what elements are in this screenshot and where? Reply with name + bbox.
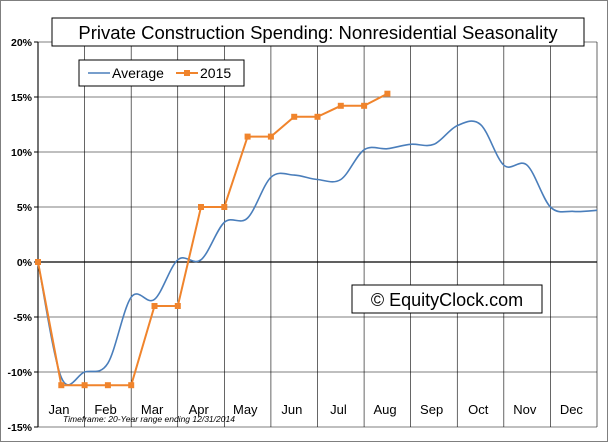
series-line-average: [37, 120, 598, 386]
data-point-2015: [81, 382, 88, 389]
y-tick-label: 5%: [17, 202, 33, 214]
data-point-2015: [314, 113, 321, 120]
series-line-2015: [37, 92, 388, 387]
x-tick-label: Oct: [468, 402, 489, 417]
x-tick-label: Jun: [281, 402, 302, 417]
chart-title: Private Construction Spending: Nonreside…: [78, 22, 558, 43]
series-markers: [35, 90, 391, 389]
legend-label-2015: 2015: [200, 65, 231, 81]
y-tick-label: 20%: [11, 37, 33, 49]
data-point-2015: [244, 133, 251, 140]
data-point-2015: [198, 204, 204, 210]
y-tick-label: 10%: [11, 147, 33, 159]
legend-marker-2015: [184, 70, 190, 76]
y-tick-label: 15%: [11, 92, 33, 104]
watermark-box: [351, 284, 543, 314]
x-tick-label: Aug: [373, 402, 396, 417]
series-lines: [37, 92, 598, 387]
data-point-2015: [104, 382, 111, 389]
x-tick-label: Feb: [94, 402, 116, 417]
y-tick-label: -5%: [13, 312, 32, 324]
x-tick-label: Jul: [330, 402, 347, 417]
data-point-2015: [174, 303, 181, 309]
data-point-2015: [58, 382, 65, 389]
y-tick-label: -10%: [7, 367, 32, 379]
y-tick-label: -15%: [7, 422, 32, 434]
x-axis-tick-labels: Jan Feb Mar Apr May Jun Jul Aug Sep Oct Nov Dec: [48, 402, 583, 417]
x-tick-label: Sep: [420, 402, 443, 417]
data-point-2015: [291, 113, 298, 120]
x-tick-label: Mar: [141, 402, 164, 417]
x-tick-label: Dec: [560, 402, 584, 417]
data-point-2015: [267, 133, 274, 140]
y-axis-tick-labels: 20% 15% 10% 5% 0% -5% -10% -15%: [7, 37, 32, 434]
x-tick-label: May: [233, 402, 258, 417]
legend-label-average: Average: [112, 65, 164, 81]
data-point-2015: [384, 90, 391, 97]
data-point-2015: [35, 259, 41, 265]
data-point-2015: [128, 382, 135, 389]
footnote: Timeframe: 20-Year range ending 12/31/20…: [63, 414, 235, 424]
watermark: © EquityClock.com: [371, 290, 523, 310]
title-box: [51, 17, 585, 47]
x-tick-label: Apr: [189, 402, 210, 417]
y-tick-label: 0%: [17, 257, 33, 269]
data-point-2015: [337, 102, 344, 109]
x-tick-label: Jan: [48, 402, 69, 417]
data-point-2015: [221, 204, 228, 210]
data-point-2015: [151, 303, 158, 309]
data-point-2015: [361, 102, 368, 109]
x-tick-label: Nov: [513, 402, 537, 417]
